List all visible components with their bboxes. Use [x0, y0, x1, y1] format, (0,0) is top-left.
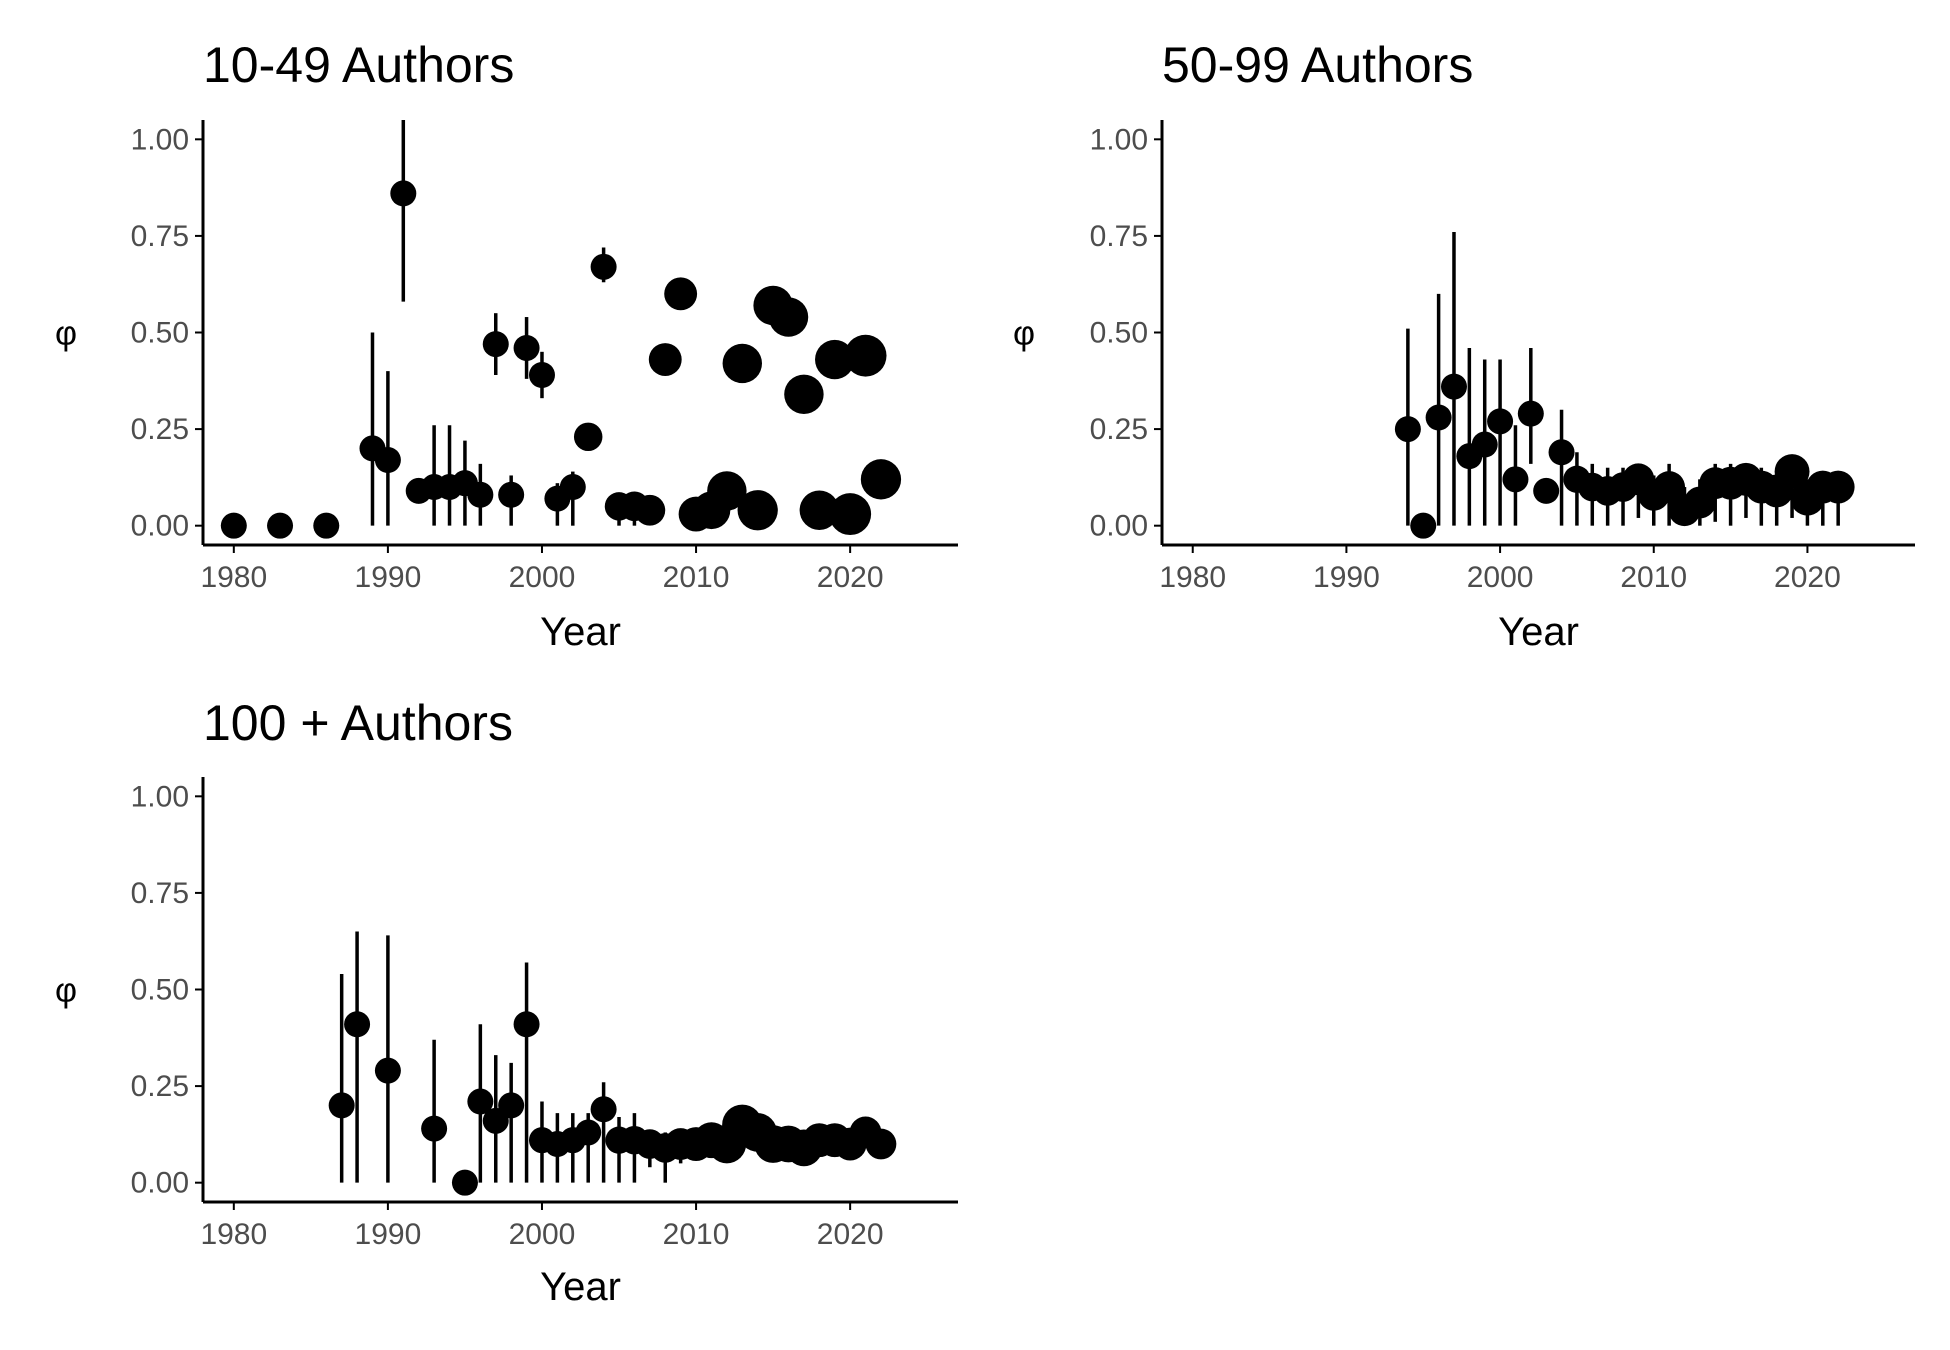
data-point [451, 1169, 478, 1196]
data-point [482, 331, 509, 358]
data-point [1517, 400, 1544, 427]
data-point [1425, 404, 1452, 431]
y-tick-label: 0.00 [131, 510, 189, 543]
data-point [768, 297, 809, 337]
data-point [634, 494, 666, 526]
data-point [860, 459, 902, 500]
data-point [737, 490, 778, 531]
data-point [865, 1128, 897, 1160]
data-point [590, 1096, 617, 1123]
data-point [374, 1057, 401, 1084]
data-point [513, 1011, 540, 1038]
y-tick-label: 0.75 [131, 877, 189, 910]
y-axis-title: φ [1013, 315, 1035, 353]
y-tick-label: 0.50 [131, 974, 189, 1007]
data-point [1533, 477, 1560, 504]
data-point [220, 512, 247, 539]
x-tick-label: 2010 [663, 561, 730, 594]
y-tick-label: 1.00 [131, 123, 189, 156]
x-tick-label: 2020 [817, 1218, 884, 1251]
data-point [374, 447, 401, 473]
data-point [267, 512, 294, 539]
chart-panel-3: 100 + Authors 0.00 0.25 0.50 0.75 1.00 1980 199… [55, 695, 958, 1309]
data-point [1502, 466, 1529, 493]
x-tick-label: 2010 [1620, 561, 1687, 594]
data-point [559, 474, 586, 501]
data-point [784, 374, 824, 415]
x-tick-label: 1980 [1159, 561, 1226, 594]
data-point [707, 471, 747, 511]
x-axis-title: Year [540, 1265, 621, 1309]
x-tick-label: 2000 [1467, 561, 1534, 594]
y-tick-label: 1.00 [131, 780, 189, 813]
data-point [498, 481, 525, 508]
data-point [1653, 471, 1686, 503]
data-point [1774, 454, 1810, 490]
panel-title: 50-99 Authors [1162, 37, 1473, 93]
data-point [590, 253, 617, 280]
y-tick-label: 0.25 [131, 413, 189, 446]
data-point [1487, 408, 1514, 435]
x-axis-title: Year [1498, 610, 1579, 654]
data-point [575, 1119, 602, 1146]
data-point [467, 1088, 494, 1115]
panel-title: 100 + Authors [203, 695, 513, 751]
chart-panel-1: 10-49 Authors 0.00 0.25 0.50 0.75 1.00 1980 199… [55, 37, 958, 654]
panel-title: 10-49 Authors [203, 37, 514, 93]
data-point [1548, 439, 1575, 466]
data-point [573, 422, 603, 452]
data-point [815, 339, 855, 380]
data-point [513, 334, 540, 361]
data-point [344, 1011, 371, 1038]
data-point [664, 277, 698, 311]
y-tick-label: 0.25 [1090, 413, 1148, 446]
data-point [829, 493, 872, 536]
x-tick-label: 2000 [509, 1218, 576, 1251]
data-point [1410, 512, 1437, 539]
x-tick-label: 2000 [509, 561, 576, 594]
y-axis-title: φ [55, 972, 77, 1010]
x-tick-label: 1980 [200, 1218, 267, 1251]
x-tick-label: 2020 [1774, 561, 1841, 594]
y-tick-label: 0.50 [131, 317, 189, 350]
x-tick-label: 2010 [663, 1218, 730, 1251]
data-point [313, 512, 340, 539]
data-point [528, 362, 555, 388]
y-tick-label: 0.25 [131, 1070, 189, 1103]
x-axis-title: Year [540, 610, 621, 654]
data-point [1394, 416, 1421, 443]
data-point [498, 1092, 525, 1119]
y-tick-label: 0.50 [1090, 317, 1148, 350]
data-point [328, 1092, 355, 1119]
data-point [799, 490, 840, 530]
data-point [1821, 470, 1855, 504]
x-tick-label: 1980 [200, 561, 267, 594]
y-tick-label: 0.75 [131, 220, 189, 253]
chart-panel-2: 50-99 Authors 0.00 0.25 0.50 0.75 1.00 1980 199… [1013, 37, 1915, 654]
y-tick-label: 0.00 [1090, 510, 1148, 543]
data-point [1440, 373, 1467, 400]
x-tick-label: 1990 [355, 1218, 422, 1251]
x-tick-label: 2020 [817, 561, 884, 594]
y-tick-label: 0.00 [131, 1167, 189, 1200]
y-axis-title: φ [55, 315, 77, 353]
data-point [1471, 431, 1498, 458]
data-point [390, 180, 417, 207]
data-point [844, 334, 887, 377]
data-point [722, 343, 763, 384]
data-point [421, 1115, 448, 1142]
data-point [648, 343, 682, 376]
x-tick-label: 1990 [1313, 561, 1380, 594]
x-tick-label: 1990 [355, 561, 422, 594]
y-tick-label: 1.00 [1090, 123, 1148, 156]
data-point [467, 481, 494, 508]
y-tick-label: 0.75 [1090, 220, 1148, 253]
